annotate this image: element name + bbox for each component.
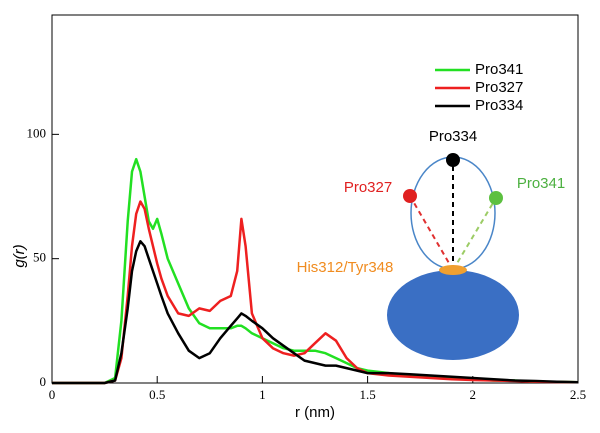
x-tick-label: 0	[49, 387, 56, 402]
node	[446, 153, 460, 167]
inset-label: His312/Tyr348	[297, 259, 394, 276]
site	[439, 265, 467, 275]
x-tick-label: 2.5	[570, 387, 586, 402]
x-tick-label: 0.5	[149, 387, 165, 402]
inset-diagram: Pro334 Pro327 Pro341 His312/Tyr348	[297, 128, 565, 360]
x-tick-label: 1	[259, 387, 266, 402]
distance-line	[409, 195, 454, 271]
x-tick-label: 1.5	[359, 387, 375, 402]
inset-label: Pro327	[344, 179, 392, 196]
plot-frame	[51, 14, 579, 384]
legend-label: Pro341	[475, 61, 523, 78]
series-line	[52, 240, 579, 385]
y-tick-label: 50	[33, 250, 46, 265]
inset-label: Pro334	[429, 128, 477, 145]
y-tick-label: 100	[27, 125, 47, 140]
x-axis-label: r (nm)	[295, 404, 335, 421]
y-tick-label: 0	[40, 374, 47, 389]
y-axis-label: g(r)	[11, 244, 28, 267]
legend-label: Pro327	[475, 79, 523, 96]
x-tick-label: 2	[470, 387, 477, 402]
protein-body	[387, 270, 519, 360]
distance-line	[452, 197, 497, 271]
series-line	[52, 200, 579, 385]
node	[489, 191, 503, 205]
node	[403, 189, 417, 203]
legend-label: Pro334	[475, 97, 523, 114]
inset-label: Pro341	[517, 175, 565, 192]
